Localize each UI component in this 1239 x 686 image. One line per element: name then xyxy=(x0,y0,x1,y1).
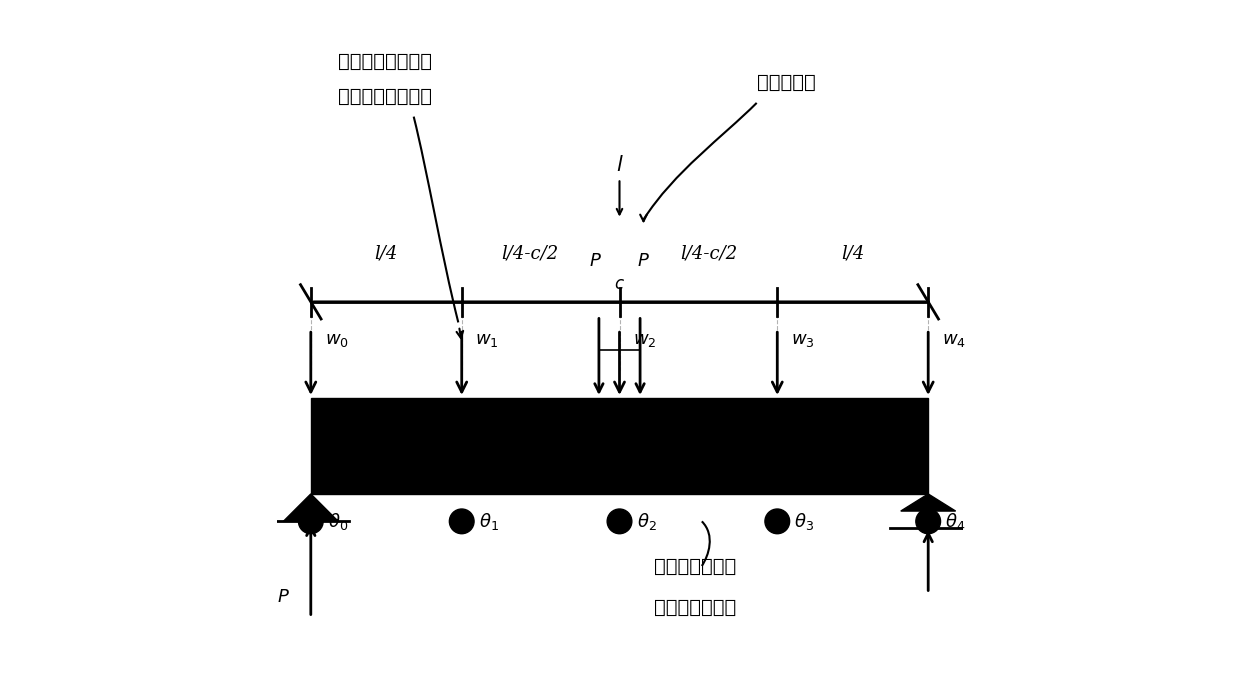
Text: l/4-c/2: l/4-c/2 xyxy=(502,245,559,263)
Polygon shape xyxy=(284,494,338,521)
Polygon shape xyxy=(901,494,955,511)
Text: 倾角传感器或其: 倾角传感器或其 xyxy=(654,556,736,576)
Text: l/4: l/4 xyxy=(841,245,865,263)
Polygon shape xyxy=(311,398,928,494)
Text: $P$: $P$ xyxy=(637,252,650,270)
Text: $w_{1}$: $w_{1}$ xyxy=(476,331,499,348)
Text: $\theta_{1}$: $\theta_{1}$ xyxy=(478,511,499,532)
Text: $w_{2}$: $w_{2}$ xyxy=(633,331,657,348)
Circle shape xyxy=(607,509,632,534)
Circle shape xyxy=(916,509,940,534)
Text: $P$: $P$ xyxy=(278,588,290,606)
Circle shape xyxy=(450,509,475,534)
Circle shape xyxy=(299,509,323,534)
Text: $c$: $c$ xyxy=(615,276,624,293)
Text: 位移传感器或其他: 位移传感器或其他 xyxy=(338,52,432,71)
Text: $\theta_{2}$: $\theta_{2}$ xyxy=(637,511,657,532)
Text: $P$: $P$ xyxy=(589,252,602,270)
Text: $\theta_{3}$: $\theta_{3}$ xyxy=(794,511,814,532)
Text: 方法测试竖向位移: 方法测试竖向位移 xyxy=(338,86,432,106)
Text: $w_{3}$: $w_{3}$ xyxy=(790,331,815,348)
Text: l/4: l/4 xyxy=(374,245,398,263)
Text: $\theta_{4}$: $\theta_{4}$ xyxy=(945,511,965,532)
Circle shape xyxy=(764,509,789,534)
Text: 他方法测试转角: 他方法测试转角 xyxy=(654,598,736,617)
Text: $w_{0}$: $w_{0}$ xyxy=(325,331,348,348)
Text: $w_{4}$: $w_{4}$ xyxy=(942,331,966,348)
Text: l/4-c/2: l/4-c/2 xyxy=(680,245,737,263)
Text: 集中力加载: 集中力加载 xyxy=(757,73,815,92)
Text: $l$: $l$ xyxy=(616,154,623,175)
Text: $\theta_{0}$: $\theta_{0}$ xyxy=(328,511,348,532)
